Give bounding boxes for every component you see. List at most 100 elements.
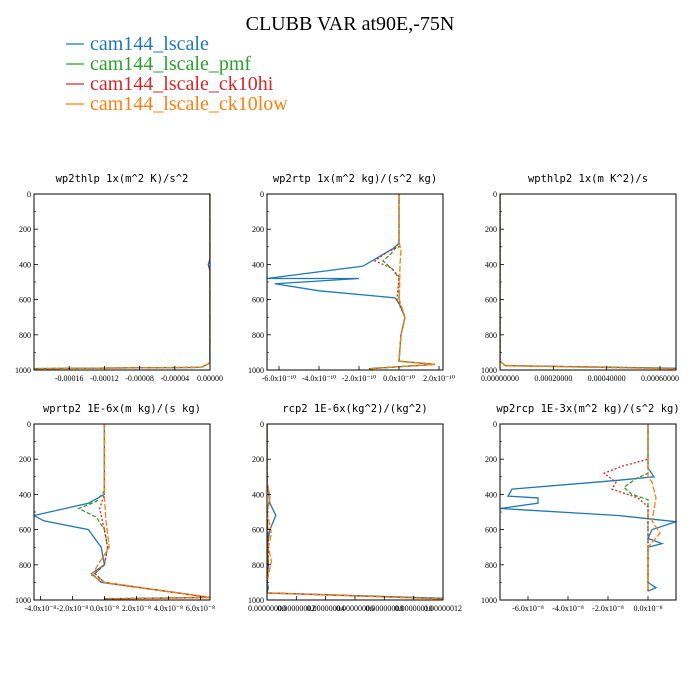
series-line bbox=[267, 424, 443, 600]
chart-panel: wp2rtp 1x(m^2 kg)/(s^2 kg) 0 200 400 600 800 1… bbox=[248, 173, 455, 383]
y-tick-label: 400 bbox=[19, 260, 31, 269]
y-tick-label: 400 bbox=[252, 260, 264, 269]
x-tick-label: 0.00000004 bbox=[307, 604, 345, 613]
x-tick-label: 0.00000006 bbox=[336, 604, 374, 613]
chart-panel: wpthlp2 1x(m K^2)/s020040060080010000.00… bbox=[481, 173, 679, 383]
figure-title: CLUBB VAR at90E,-75N bbox=[246, 13, 455, 35]
x-tick-label: -4.0x10⁻⁸ bbox=[552, 604, 584, 613]
x-tick-label: 6.0x10⁻⁸ bbox=[186, 604, 215, 613]
chart-title: wp2rcp 1E-3x(m^2 kg)/(s^2 kg) bbox=[496, 403, 679, 415]
y-tick-label: 400 bbox=[485, 260, 497, 269]
series-line bbox=[368, 194, 436, 370]
series-line bbox=[500, 194, 676, 370]
x-tick-label: -0.00012 bbox=[90, 374, 119, 383]
series-line bbox=[34, 194, 210, 370]
legend-entry: cam144_lscale bbox=[90, 33, 209, 55]
y-tick-label: 1000 bbox=[481, 596, 497, 605]
y-tick-label: 800 bbox=[252, 561, 264, 570]
x-tick-label: 0.00000 bbox=[197, 374, 223, 383]
y-tick-label: 800 bbox=[19, 331, 31, 340]
chart-title: rcp2 1E-6x(kg^2)/(kg^2) bbox=[282, 403, 427, 415]
y-tick-label: 800 bbox=[485, 561, 497, 570]
y-tick-label: 400 bbox=[485, 490, 497, 499]
y-tick-label: 0 bbox=[260, 190, 264, 199]
x-tick-label: -0.00016 bbox=[55, 374, 84, 383]
plot-frame bbox=[33, 423, 211, 601]
series-line bbox=[34, 424, 210, 600]
x-tick-label: 4.0x10⁻⁸ bbox=[154, 604, 183, 613]
series-line bbox=[267, 424, 443, 600]
y-tick-label: 0 bbox=[27, 190, 31, 199]
x-tick-label: 0.00000008 bbox=[365, 604, 403, 613]
y-tick-label: 200 bbox=[485, 455, 497, 464]
plot-frame bbox=[266, 423, 444, 601]
x-tick-label: -6.0x10⁻⁸ bbox=[512, 604, 544, 613]
series-line bbox=[34, 194, 210, 370]
x-tick-label: 0.00000010 bbox=[395, 604, 433, 613]
y-tick-label: 1000 bbox=[248, 366, 264, 375]
y-tick-label: 0 bbox=[260, 420, 264, 429]
plot-frame bbox=[499, 193, 677, 371]
series-line bbox=[368, 194, 436, 370]
series-line bbox=[622, 424, 649, 592]
y-tick-label: 600 bbox=[19, 296, 31, 305]
legend: cam144_lscalecam144_lscale_pmfcam144_lsc… bbox=[66, 33, 288, 115]
y-tick-label: 800 bbox=[19, 561, 31, 570]
chart-panel: wp2rcp 1E-3x(m^2 kg)/(s^2 kg) 0 200 400 600 8… bbox=[481, 403, 680, 613]
x-tick-label: -2.0x10⁻⁸ bbox=[592, 604, 624, 613]
y-tick-label: 600 bbox=[485, 296, 497, 305]
y-tick-label: 1000 bbox=[481, 366, 497, 375]
y-tick-label: 0 bbox=[493, 420, 497, 429]
y-tick-label: 600 bbox=[19, 526, 31, 535]
x-tick-label: -0.00004 bbox=[160, 374, 189, 383]
y-tick-label: 800 bbox=[485, 331, 497, 340]
plot-frame bbox=[33, 193, 211, 371]
x-tick-label: -2.0x10⁻⁸ bbox=[57, 604, 89, 613]
x-tick-label: -4.0x10⁻⁸ bbox=[25, 604, 57, 613]
x-tick-label: 2.0x10⁻⁸ bbox=[122, 604, 151, 613]
series-line bbox=[500, 424, 676, 592]
series-line bbox=[267, 424, 443, 600]
plot-frame bbox=[499, 423, 677, 601]
x-tick-label: -4.0x10⁻¹⁰ bbox=[302, 374, 337, 383]
x-tick-label: 2.0x10⁻¹⁰ bbox=[423, 374, 455, 383]
y-tick-label: 600 bbox=[252, 526, 264, 535]
x-tick-label: 0.00060000 bbox=[641, 374, 679, 383]
x-tick-label: 0.0x10⁻¹⁰ bbox=[383, 374, 415, 383]
chart-title: wp2rtp 1x(m^2 kg)/(s^2 kg) bbox=[273, 173, 437, 185]
panels: wp2thlp 1x(m^2 K)/s^2 0 200 400 600 800 1000 -0… bbox=[15, 173, 680, 613]
series-line bbox=[267, 424, 443, 599]
y-tick-label: 600 bbox=[485, 526, 497, 535]
x-tick-label: 0.00040000 bbox=[588, 374, 626, 383]
chart-panel: rcp2 1E-6x(kg^2)/(kg^2) 0 200 400 600 800 1000… bbox=[248, 403, 462, 613]
series-line bbox=[77, 424, 210, 600]
y-tick-label: 200 bbox=[19, 225, 31, 234]
y-tick-label: 0 bbox=[493, 190, 497, 199]
x-tick-label: 0.0x10⁻⁸ bbox=[633, 604, 662, 613]
y-tick-label: 1000 bbox=[15, 366, 31, 375]
y-tick-label: 200 bbox=[252, 455, 264, 464]
x-tick-label: -6.0x10⁻¹⁰ bbox=[262, 374, 297, 383]
y-tick-label: 200 bbox=[252, 225, 264, 234]
series-line bbox=[647, 424, 661, 592]
x-tick-label: 0.00000002 bbox=[277, 604, 315, 613]
y-tick-label: 800 bbox=[252, 331, 264, 340]
y-tick-label: 200 bbox=[485, 225, 497, 234]
y-tick-label: 200 bbox=[19, 455, 31, 464]
y-tick-label: 1000 bbox=[15, 596, 31, 605]
y-tick-label: 400 bbox=[252, 490, 264, 499]
series-line bbox=[90, 424, 210, 600]
y-tick-label: 600 bbox=[252, 296, 264, 305]
series-line bbox=[500, 194, 676, 369]
series-line bbox=[602, 424, 649, 592]
series-line bbox=[93, 424, 210, 600]
x-tick-label: 0.00000000 bbox=[248, 604, 286, 613]
series-line bbox=[267, 194, 436, 370]
series-line bbox=[500, 194, 676, 370]
x-tick-label: 0.00020000 bbox=[534, 374, 572, 383]
legend-entry: cam144_lscale_pmf bbox=[90, 53, 251, 75]
chart-panel: wprtp2 1E-6x(m kg)/(s kg) 0 200 400 600 800 10… bbox=[15, 403, 215, 613]
series-line bbox=[34, 194, 210, 370]
chart-title: wprtp2 1E-6x(m kg)/(s kg) bbox=[43, 403, 201, 415]
